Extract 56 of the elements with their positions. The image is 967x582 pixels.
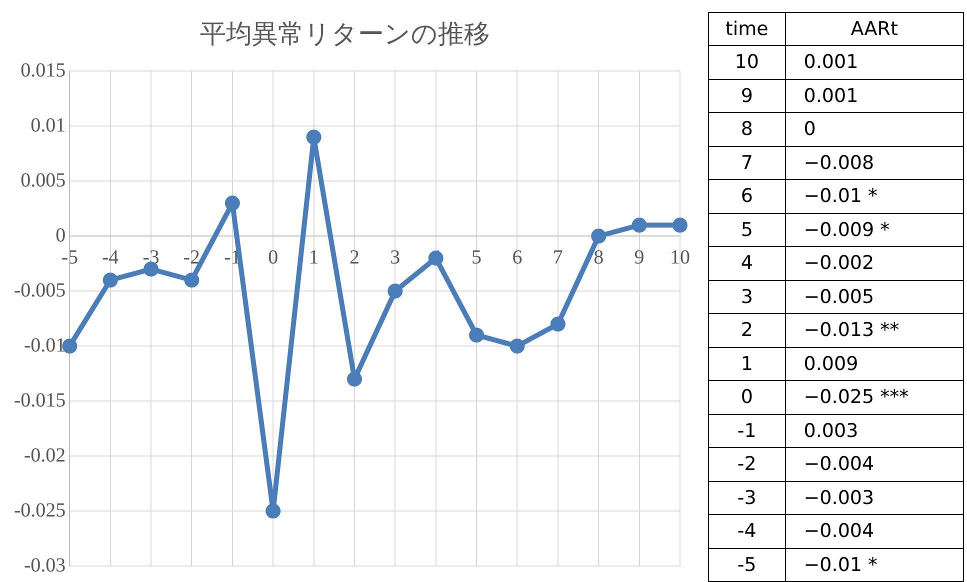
category-label: 1 (740, 352, 753, 375)
category-label: -4 (737, 520, 756, 542)
x-tick-label: 2 (349, 246, 360, 268)
text: −0.01 * (785, 548, 964, 582)
x-tick-label: -4 (102, 246, 119, 268)
text: −0.008 (785, 146, 964, 180)
category-label: -1 (737, 420, 756, 442)
text: −0.005 (785, 280, 964, 314)
category-label: 10 (734, 51, 759, 74)
text: 0 (804, 118, 816, 140)
x-tick-label: 0 (268, 246, 278, 268)
y-tick-label: -0.015 (14, 389, 66, 412)
text: 0.003 (785, 414, 964, 448)
category-label: 8 (740, 118, 753, 140)
x-tick-label: 6 (512, 246, 522, 268)
x-tick-label: -2 (183, 246, 200, 268)
category-label: 3 (740, 286, 753, 308)
y-tick-label: -0.03 (24, 554, 66, 576)
category-label: 2 (740, 319, 753, 342)
text: AARt (785, 12, 964, 46)
category-label: -3 (737, 486, 756, 509)
text: −0.003 (785, 481, 964, 514)
text: 0.009 (785, 347, 964, 380)
x-tick-label: 3 (390, 246, 400, 268)
category-label: 9 (740, 84, 753, 107)
y-tick-label: 0.01 (30, 114, 66, 136)
y-tick-label: -0.02 (24, 444, 66, 466)
category-label: -2 (737, 453, 756, 476)
text: 0.001 (785, 46, 964, 79)
x-tick-label: 1 (308, 246, 319, 268)
x-tick-label: 5 (472, 246, 482, 268)
chart-title: 平均異常リターンの推移 (200, 19, 490, 50)
y-tick-label: 0.005 (20, 169, 66, 192)
text: −0.002 (785, 246, 964, 280)
y-tick-label: 0.015 (20, 59, 66, 82)
x-tick-label: 9 (634, 246, 644, 268)
text: 0.001 (785, 79, 964, 112)
x-tick-label: 7 (552, 246, 563, 268)
text: −0.013 ** (785, 314, 964, 347)
text: −0.009 * (785, 213, 964, 246)
category-label: 6 (740, 185, 753, 208)
text: −0.025 *** (785, 380, 964, 414)
text: −0.004 (785, 448, 964, 481)
text: time (708, 12, 786, 46)
category-label: 5 (740, 218, 753, 241)
y-tick-label: 0 (56, 224, 66, 246)
category-label: -5 (737, 554, 756, 576)
category-label: 7 (740, 152, 753, 174)
x-tick-label: 8 (594, 246, 604, 268)
y-tick-label: -0.025 (14, 499, 66, 522)
text: 0 (708, 380, 786, 414)
x-tick-label: 10 (670, 246, 690, 268)
category-label: 4 (740, 252, 753, 274)
text: −0.01 * (785, 180, 964, 213)
y-tick-label: -0.005 (14, 279, 66, 302)
text: −0.004 (785, 514, 964, 548)
